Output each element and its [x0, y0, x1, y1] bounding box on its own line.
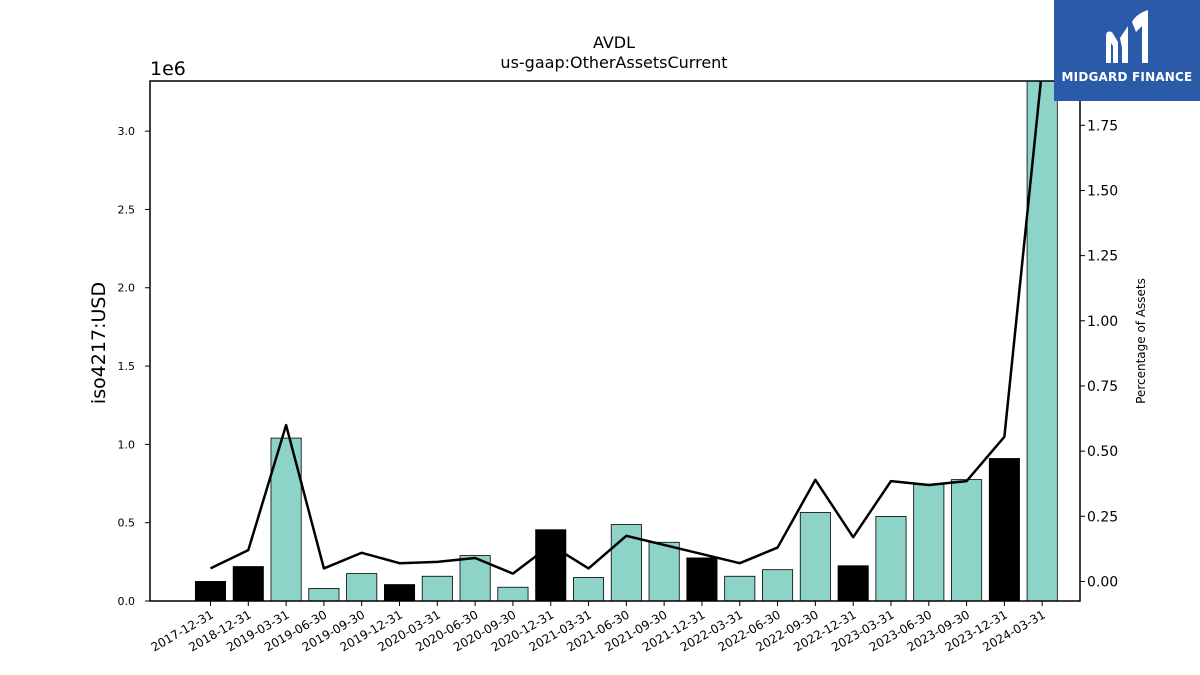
x-axis-ticks: 2017-12-312018-12-312019-03-312019-06-30… [149, 601, 1048, 654]
bar-2019-12-31 [383, 584, 416, 601]
y2-tick-label: 1.50 [1087, 183, 1118, 199]
bar-2022-03-31 [724, 575, 756, 601]
y2-axis-label: Percentage of Assets [1134, 278, 1148, 404]
bar-2021-09-30 [648, 541, 680, 601]
bar-2022-09-30 [799, 512, 831, 601]
y-tick-label: 1.5 [118, 360, 136, 373]
bar-2019-09-30 [346, 573, 378, 601]
y-axis-label: iso4217:USD [88, 282, 110, 404]
y2-tick-label: 1.25 [1087, 249, 1118, 265]
bar-2021-03-31 [573, 577, 605, 601]
line-group [209, 81, 1043, 575]
bar-2019-06-30 [308, 588, 340, 601]
y-tick-label: 0.0 [118, 595, 136, 608]
logo-text: MIDGARD FINANCE [1061, 70, 1193, 84]
bar-2018-12-31 [232, 566, 264, 601]
y2-tick-label: 0.00 [1087, 574, 1118, 590]
y-tick-label: 3.0 [118, 125, 136, 138]
bar-2023-09-30 [951, 479, 983, 601]
chart-subtitle: us-gaap:OtherAssetsCurrent [500, 53, 727, 72]
bar-2020-03-31 [421, 575, 453, 601]
bar-group [194, 81, 1058, 601]
bar-2017-12-31 [194, 581, 227, 601]
right-axis-ticks: 0.00 0.25 0.50 0.75 1.00 1.25 1.50 1.75 [1080, 118, 1118, 590]
y-tick-label: 2.5 [118, 203, 136, 216]
y2-tick-label: 0.25 [1087, 509, 1118, 525]
midgard-finance-logo: MIDGARD FINANCE [1054, 0, 1200, 101]
y-tick-label: 0.5 [118, 517, 136, 530]
logo-mark-icon [1106, 10, 1148, 63]
bar-2020-09-30 [497, 586, 529, 601]
y2-tick-label: 1.75 [1087, 118, 1118, 134]
bar-2023-03-31 [875, 516, 907, 601]
bar-2020-12-31 [535, 529, 567, 601]
bar-2023-12-31 [988, 458, 1020, 601]
bar-2022-06-30 [762, 569, 794, 601]
bar-2023-06-30 [913, 483, 945, 601]
chart-title: AVDL [593, 33, 635, 52]
percentage-line [209, 81, 1043, 575]
plot-frame [149, 80, 1081, 602]
y-tick-label: 1.0 [118, 438, 136, 451]
left-axis-ticks: 0.0 0.5 1.0 1.5 2.0 2.5 3.0 [118, 125, 150, 608]
bar-2021-12-31 [686, 557, 718, 601]
y2-tick-label: 1.00 [1087, 314, 1118, 330]
y-tick-label: 2.0 [118, 282, 136, 295]
bar-2022-12-31 [837, 565, 869, 601]
y2-tick-label: 0.75 [1087, 379, 1118, 395]
y2-tick-label: 0.50 [1087, 444, 1118, 460]
y-offset-label: 1e6 [150, 58, 186, 80]
